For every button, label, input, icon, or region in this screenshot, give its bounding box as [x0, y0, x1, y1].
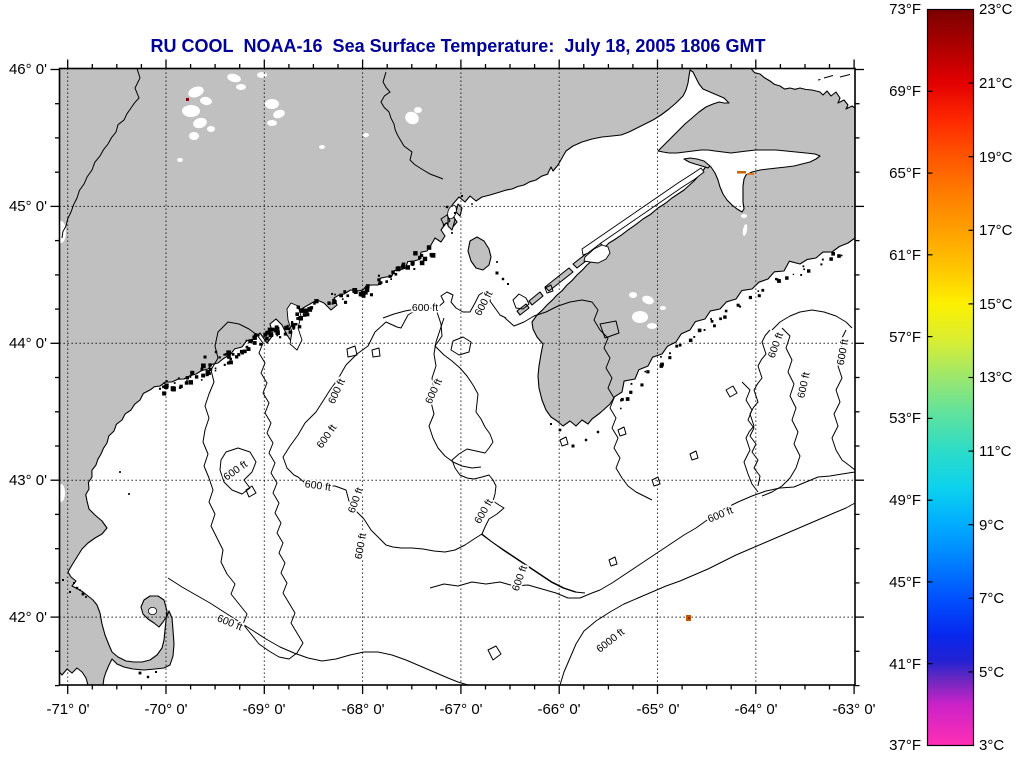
svg-text:-71° 0': -71° 0' — [46, 701, 89, 718]
svg-text:15°C: 15°C — [979, 296, 1013, 313]
svg-text:-63° 0': -63° 0' — [832, 701, 875, 718]
svg-text:45°F: 45°F — [889, 574, 921, 591]
svg-text:13°C: 13°C — [979, 369, 1013, 386]
svg-text:57°F: 57°F — [889, 329, 921, 346]
svg-text:600 ft: 600 ft — [304, 478, 332, 494]
svg-text:17°C: 17°C — [979, 222, 1013, 239]
svg-text:-68° 0': -68° 0' — [341, 701, 384, 718]
svg-text:53°F: 53°F — [889, 410, 921, 427]
svg-text:9°C: 9°C — [979, 517, 1004, 534]
svg-text:21°C: 21°C — [979, 75, 1013, 92]
svg-text:600 ft: 600 ft — [412, 302, 438, 314]
svg-text:41°F: 41°F — [889, 656, 921, 673]
svg-text:43° 0': 43° 0' — [9, 472, 47, 489]
svg-text:-70° 0': -70° 0' — [144, 701, 187, 718]
svg-text:RU COOL NOAA-16 Sea Surface: RU COOL NOAA-16 Sea Surface Temperature:… — [151, 36, 766, 56]
svg-text:-67° 0': -67° 0' — [439, 701, 482, 718]
svg-text:37°F: 37°F — [889, 737, 921, 754]
svg-text:69°F: 69°F — [889, 83, 921, 100]
svg-text:44° 0': 44° 0' — [9, 335, 47, 352]
svg-text:600 ft: 600 ft — [835, 338, 851, 366]
svg-text:49°F: 49°F — [889, 492, 921, 509]
svg-text:-64° 0': -64° 0' — [734, 701, 777, 718]
svg-text:5°C: 5°C — [979, 664, 1004, 681]
svg-text:65°F: 65°F — [889, 165, 921, 182]
svg-text:23°C: 23°C — [979, 1, 1013, 18]
svg-text:73°F: 73°F — [889, 1, 921, 18]
svg-text:-65° 0': -65° 0' — [636, 701, 679, 718]
svg-text:-69° 0': -69° 0' — [242, 701, 285, 718]
svg-text:7°C: 7°C — [979, 590, 1004, 607]
svg-text:19°C: 19°C — [979, 149, 1013, 166]
svg-text:42° 0': 42° 0' — [9, 609, 47, 626]
svg-text:11°C: 11°C — [979, 443, 1012, 460]
svg-text:45° 0': 45° 0' — [9, 198, 47, 215]
svg-text:46° 0': 46° 0' — [9, 61, 47, 78]
svg-text:3°C: 3°C — [979, 737, 1004, 754]
svg-text:61°F: 61°F — [889, 247, 921, 264]
svg-text:-66° 0': -66° 0' — [537, 701, 580, 718]
